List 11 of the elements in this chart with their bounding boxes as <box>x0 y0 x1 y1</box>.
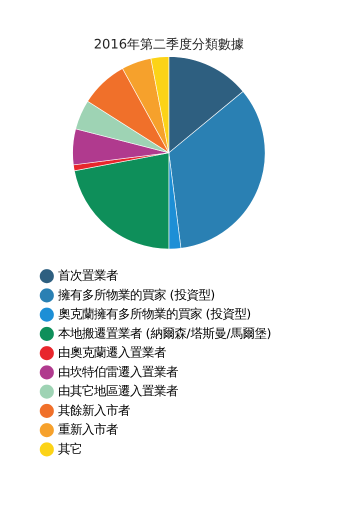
legend-label: 由其它地區遷入置業者 <box>58 384 178 398</box>
legend-label: 奧克蘭擁有多所物業的買家 (投資型) <box>58 307 252 322</box>
legend-label: 其它 <box>58 442 82 456</box>
legend-label: 重新入市者 <box>58 422 118 437</box>
legend-label: 其餘新入市者 <box>58 403 130 418</box>
legend-label: 由奧克蘭遷入置業者 <box>58 346 166 360</box>
legend-label: 由坎特伯雷遷入置業者 <box>58 364 178 379</box>
chart-title: 2016年第二季度分類數據 <box>94 36 244 52</box>
legend-label: 擁有多所物業的買家 (投資型) <box>58 288 216 302</box>
legend-label: 首次置業者 <box>58 268 118 283</box>
legend-label: 本地搬遷置業者 (納爾森/塔斯曼/馬爾堡) <box>58 326 272 340</box>
